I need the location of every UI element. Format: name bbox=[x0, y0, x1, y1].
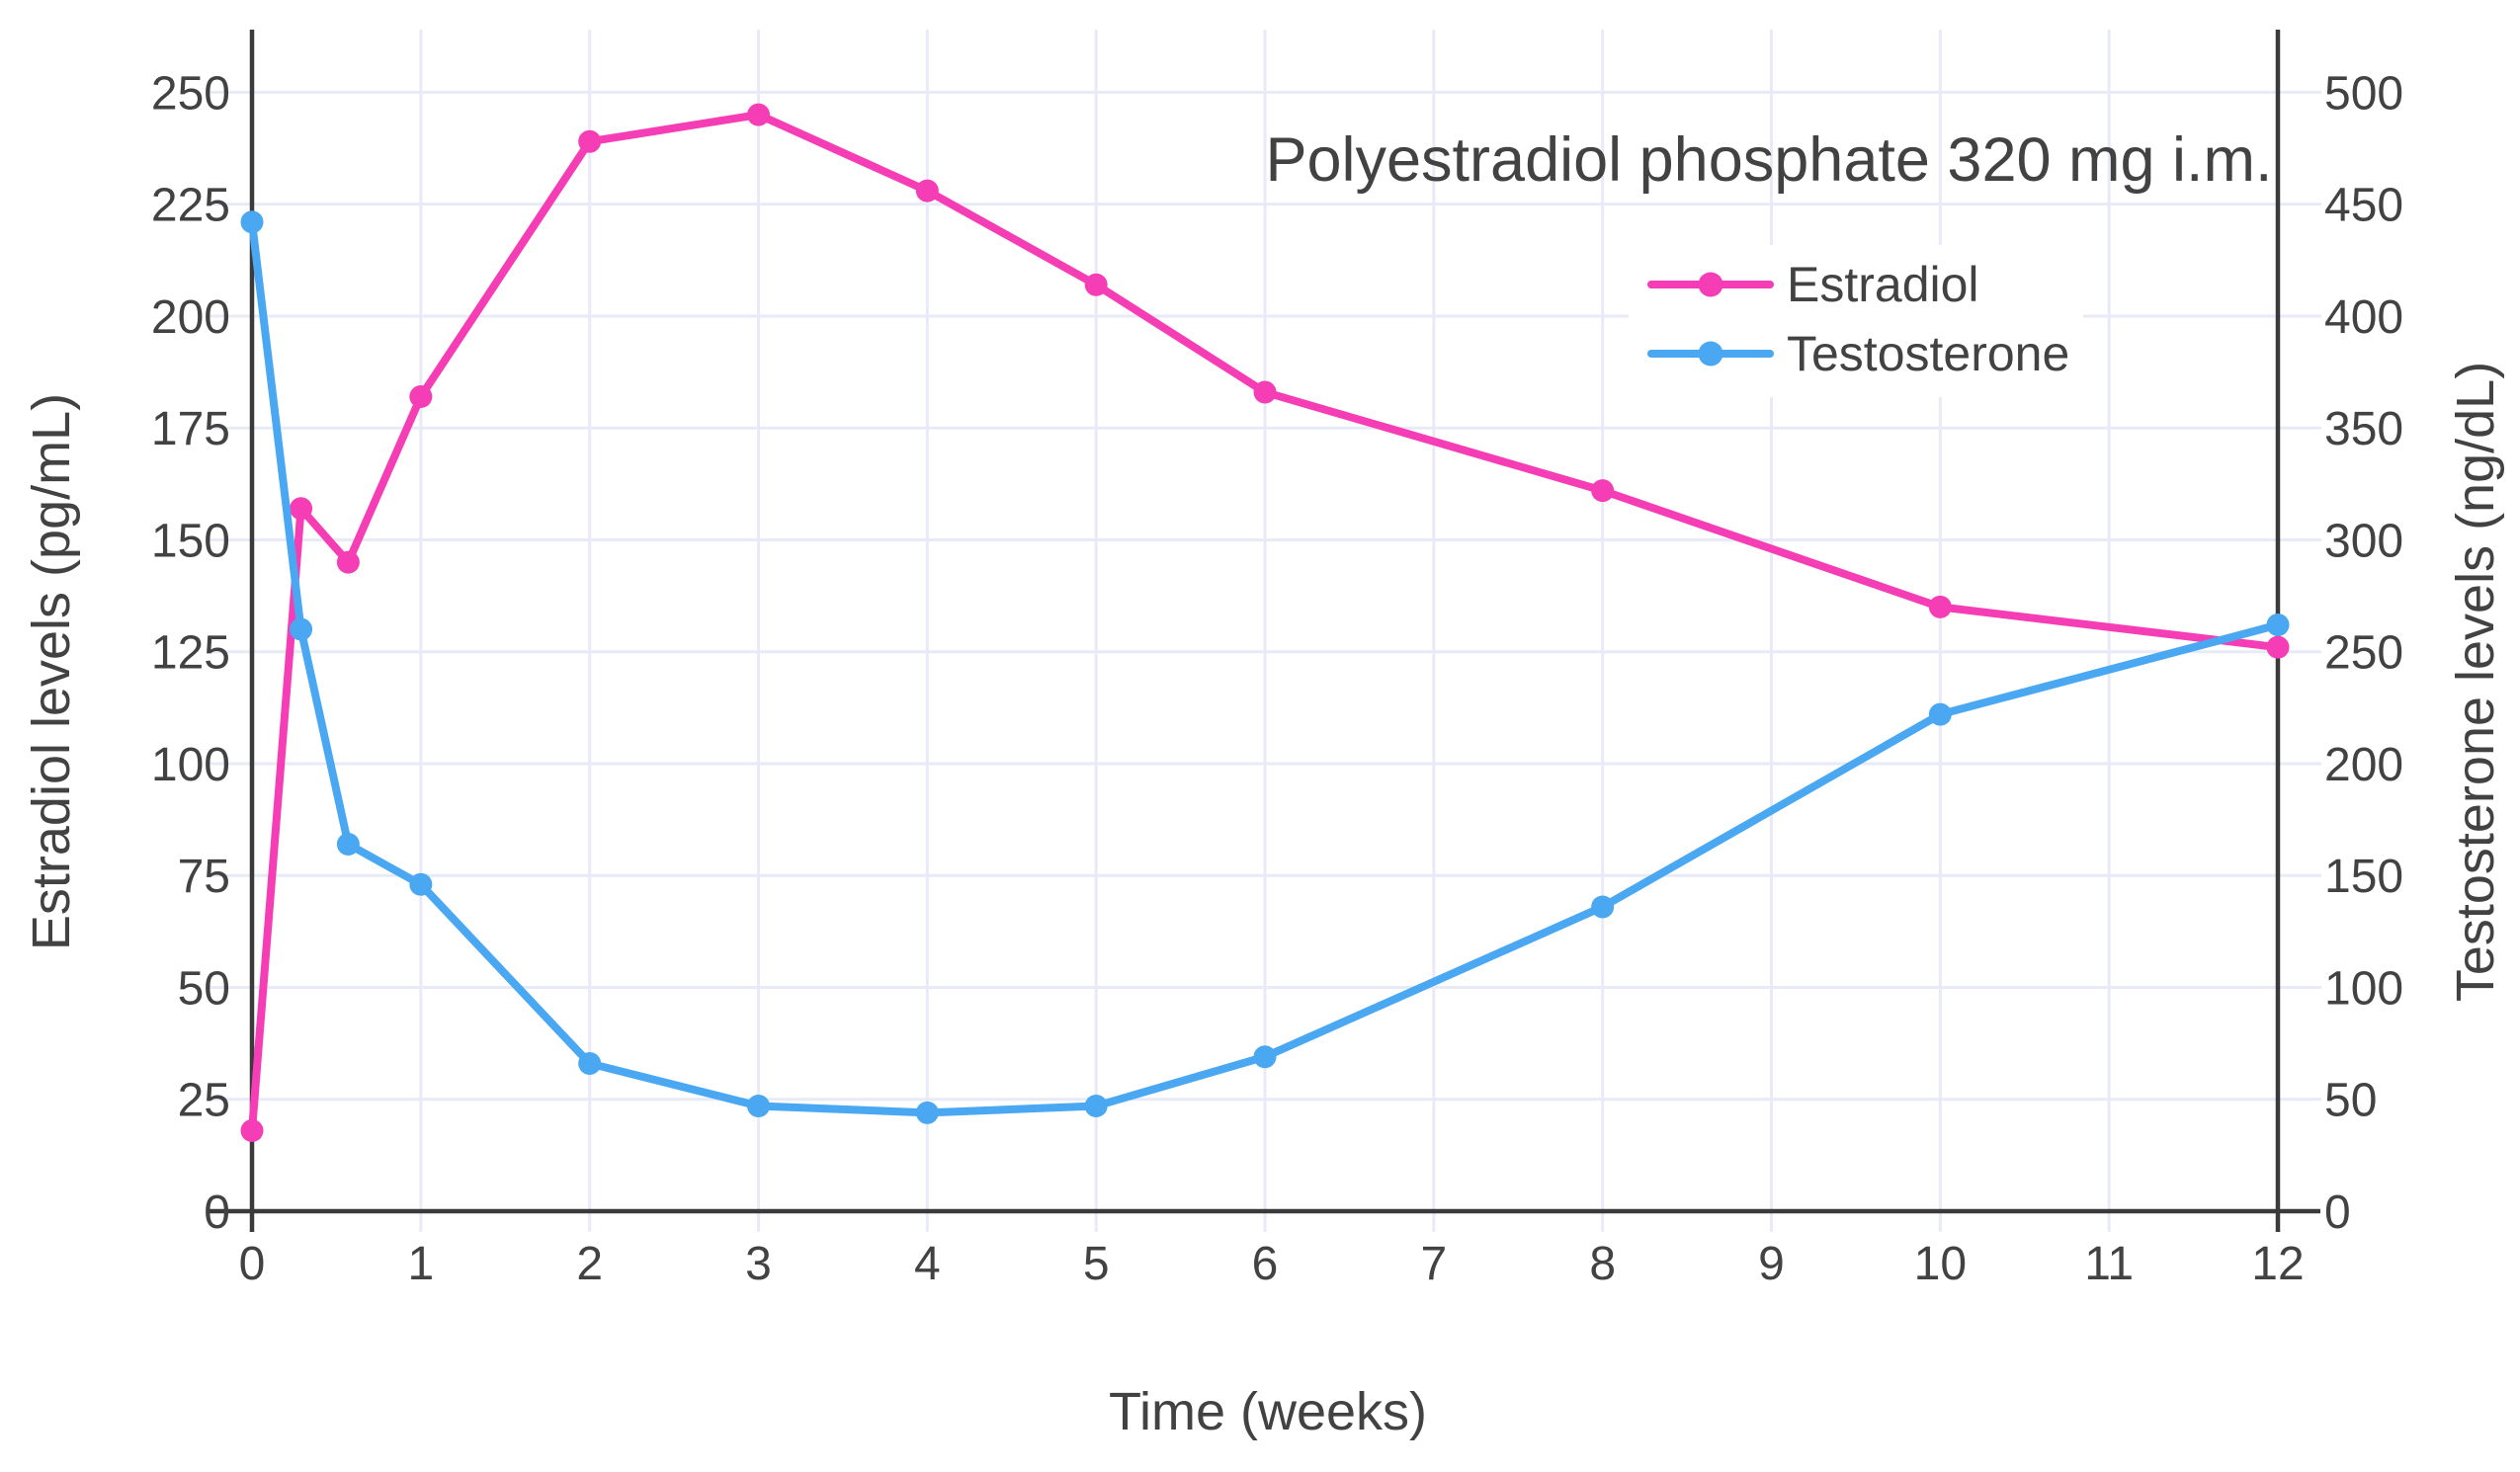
estradiol-point-week-0.57 bbox=[336, 550, 360, 574]
left-tick-label: 125 bbox=[151, 627, 230, 680]
testosterone-point-week-10 bbox=[1928, 702, 1952, 726]
testosterone-point-week-0 bbox=[240, 210, 264, 234]
left-tick-label: 250 bbox=[151, 67, 230, 120]
testosterone-point-week-0.57 bbox=[336, 833, 360, 857]
right-axis-tick-labels: 0 50 100 150 200 250 300 350 400 450 500 bbox=[2324, 67, 2403, 1239]
x-tick-label: 2 bbox=[576, 1238, 603, 1290]
estradiol-point-week-1 bbox=[409, 384, 433, 408]
annotation-title: Polyestradiol phosphate 320 mg i.m. bbox=[1265, 125, 2272, 195]
right-tick-label: 0 bbox=[2324, 1186, 2351, 1239]
right-tick-label: 300 bbox=[2324, 515, 2403, 567]
x-axis-title: Time (weeks) bbox=[1109, 1382, 1427, 1441]
testosterone-legend-marker bbox=[1698, 341, 1723, 367]
left-tick-label: 50 bbox=[178, 962, 230, 1015]
left-tick-label: 175 bbox=[151, 403, 230, 455]
legend-label-testosterone: Testosterone bbox=[1787, 326, 2069, 381]
left-tick-label: 150 bbox=[151, 515, 230, 567]
left-tick-label: 75 bbox=[178, 851, 230, 903]
y-axis-title-left: Estradiol levels (pg/mL) bbox=[22, 393, 81, 950]
estradiol-point-week-10 bbox=[1928, 595, 1952, 618]
right-tick-label: 200 bbox=[2324, 739, 2403, 791]
left-tick-label: 0 bbox=[204, 1186, 230, 1239]
testosterone-point-week-0.29 bbox=[290, 617, 313, 641]
testosterone-point-week-5 bbox=[1084, 1095, 1108, 1118]
estradiol-point-week-3 bbox=[747, 103, 770, 126]
x-tick-label: 11 bbox=[2084, 1238, 2134, 1290]
legend-item-estradiol: Estradiol bbox=[1647, 257, 1979, 312]
left-tick-label: 100 bbox=[151, 739, 230, 791]
x-tick-label: 4 bbox=[914, 1238, 941, 1290]
right-tick-label: 450 bbox=[2324, 180, 2403, 232]
testosterone-point-week-2 bbox=[578, 1052, 602, 1075]
x-tick-label: 10 bbox=[1914, 1238, 1967, 1290]
x-axis-tick-labels: 0 1 2 3 4 5 6 7 8 9 10 11 12 bbox=[239, 1238, 2305, 1290]
estradiol-point-week-12 bbox=[2266, 635, 2290, 659]
estradiol-legend-marker bbox=[1698, 272, 1723, 297]
right-tick-label: 50 bbox=[2324, 1075, 2377, 1127]
data-series bbox=[240, 103, 2290, 1142]
right-tick-label: 150 bbox=[2324, 851, 2403, 903]
x-tick-label: 12 bbox=[2251, 1238, 2304, 1290]
x-tick-label: 8 bbox=[1589, 1238, 1616, 1290]
y-axis-title-right: Testosterone levels (ng/dL) bbox=[2446, 362, 2505, 1002]
legend: Estradiol Testosterone bbox=[1629, 245, 2083, 397]
estradiol-point-week-8 bbox=[1591, 479, 1615, 503]
x-tick-label: 7 bbox=[1420, 1238, 1447, 1290]
right-tick-label: 100 bbox=[2324, 962, 2403, 1015]
estradiol-line bbox=[248, 111, 2282, 1135]
testosterone-point-week-1 bbox=[409, 872, 433, 896]
estradiol-point-week-4 bbox=[915, 179, 939, 203]
estradiol-point-week-2 bbox=[578, 129, 602, 153]
testosterone-point-week-4 bbox=[915, 1101, 939, 1124]
legend-label-estradiol: Estradiol bbox=[1787, 257, 1979, 312]
x-tick-label: 5 bbox=[1083, 1238, 1110, 1290]
estradiol-point-week-0 bbox=[240, 1118, 264, 1142]
testosterone-point-week-6 bbox=[1253, 1045, 1277, 1069]
right-tick-label: 250 bbox=[2324, 627, 2403, 680]
estradiol-point-week-6 bbox=[1253, 380, 1277, 404]
x-tick-label: 3 bbox=[745, 1238, 772, 1290]
testosterone-point-week-3 bbox=[747, 1095, 770, 1118]
legend-item-testosterone: Testosterone bbox=[1647, 326, 2069, 381]
left-tick-label: 200 bbox=[151, 291, 230, 344]
testosterone-line bbox=[248, 217, 2282, 1117]
left-tick-label: 25 bbox=[178, 1075, 230, 1127]
right-tick-label: 400 bbox=[2324, 291, 2403, 344]
testosterone-point-week-8 bbox=[1591, 895, 1615, 919]
vertical-gridlines bbox=[419, 30, 2111, 1232]
testosterone-point-week-12 bbox=[2266, 613, 2290, 637]
x-tick-label: 1 bbox=[407, 1238, 434, 1290]
legend-background bbox=[1629, 245, 2083, 397]
estradiol-point-week-5 bbox=[1084, 273, 1108, 296]
left-tick-label: 225 bbox=[151, 180, 230, 232]
left-axis-tick-labels: 0 25 50 75 100 125 150 175 200 225 250 bbox=[151, 67, 230, 1239]
estradiol-point-week-0.29 bbox=[290, 497, 313, 521]
right-tick-label: 500 bbox=[2324, 67, 2403, 120]
x-tick-label: 0 bbox=[239, 1238, 266, 1290]
x-tick-label: 9 bbox=[1758, 1238, 1785, 1290]
x-tick-label: 6 bbox=[1252, 1238, 1279, 1290]
right-tick-label: 350 bbox=[2324, 403, 2403, 455]
